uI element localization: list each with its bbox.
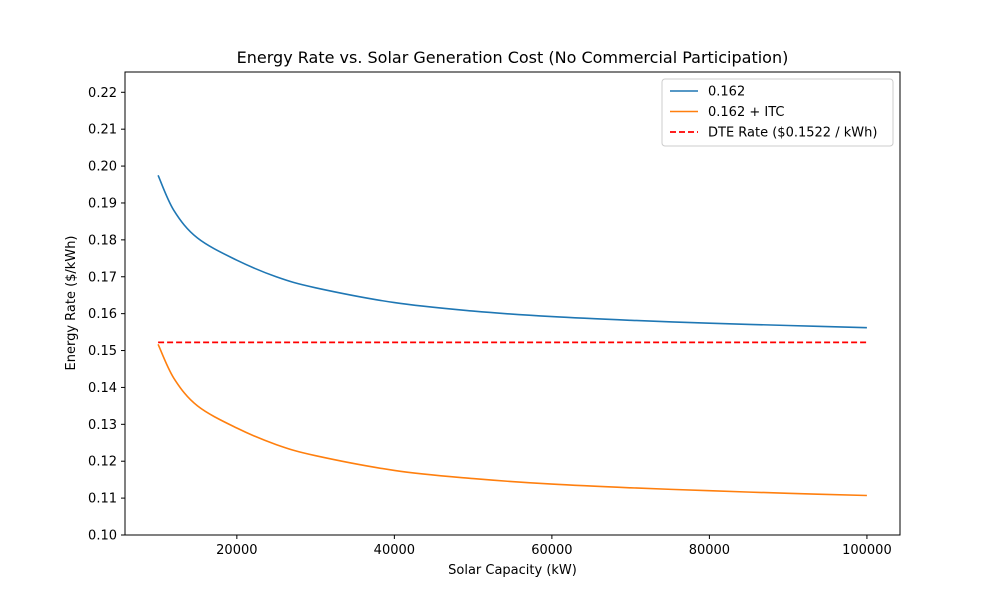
x-tick-label: 60000 — [531, 543, 572, 558]
legend-label-2: DTE Rate ($0.1522 / kWh) — [708, 126, 877, 141]
x-tick-label: 80000 — [689, 543, 730, 558]
plot-area-frame — [124, 71, 901, 536]
y-axis-label: Energy Rate ($/kWh) — [64, 235, 79, 370]
y-tick-label: 0.14 — [88, 381, 117, 396]
y-tick-label: 0.17 — [88, 270, 117, 285]
y-tick-label: 0.10 — [88, 529, 117, 544]
legend-label-0: 0.162 — [708, 85, 745, 100]
legend-label-1: 0.162 + ITC — [708, 105, 784, 120]
y-tick-label: 0.11 — [88, 492, 117, 507]
y-tick-label: 0.12 — [88, 455, 117, 470]
x-tick-label: 20000 — [216, 543, 257, 558]
axis-ticks: 20000 40000 60000 80000 100000 0.10 0.11 0.12 0.… — [88, 86, 892, 558]
y-tick-label: 0.16 — [88, 307, 117, 322]
legend-box — [661, 78, 894, 147]
chart-title: Energy Rate vs. Solar Generation Cost (N… — [237, 48, 789, 67]
legend: 0.162 0.162 + ITC DTE Rate ($0.1522 / kWh) — [661, 78, 894, 147]
series-line-1 — [157, 343, 867, 497]
y-tick-label: 0.19 — [88, 196, 117, 211]
x-tick-label: 40000 — [374, 543, 415, 558]
series-lines — [157, 174, 867, 497]
y-tick-label: 0.15 — [88, 344, 117, 359]
y-tick-label: 0.20 — [88, 160, 117, 175]
y-tick-label: 0.22 — [88, 86, 117, 101]
y-tick-label: 0.21 — [88, 123, 117, 138]
y-tick-label: 0.13 — [88, 418, 117, 433]
x-axis-label: Solar Capacity (kW) — [448, 563, 577, 578]
x-tick-label: 100000 — [842, 543, 892, 558]
series-line-0 — [157, 174, 867, 329]
y-tick-label: 0.18 — [88, 233, 117, 248]
